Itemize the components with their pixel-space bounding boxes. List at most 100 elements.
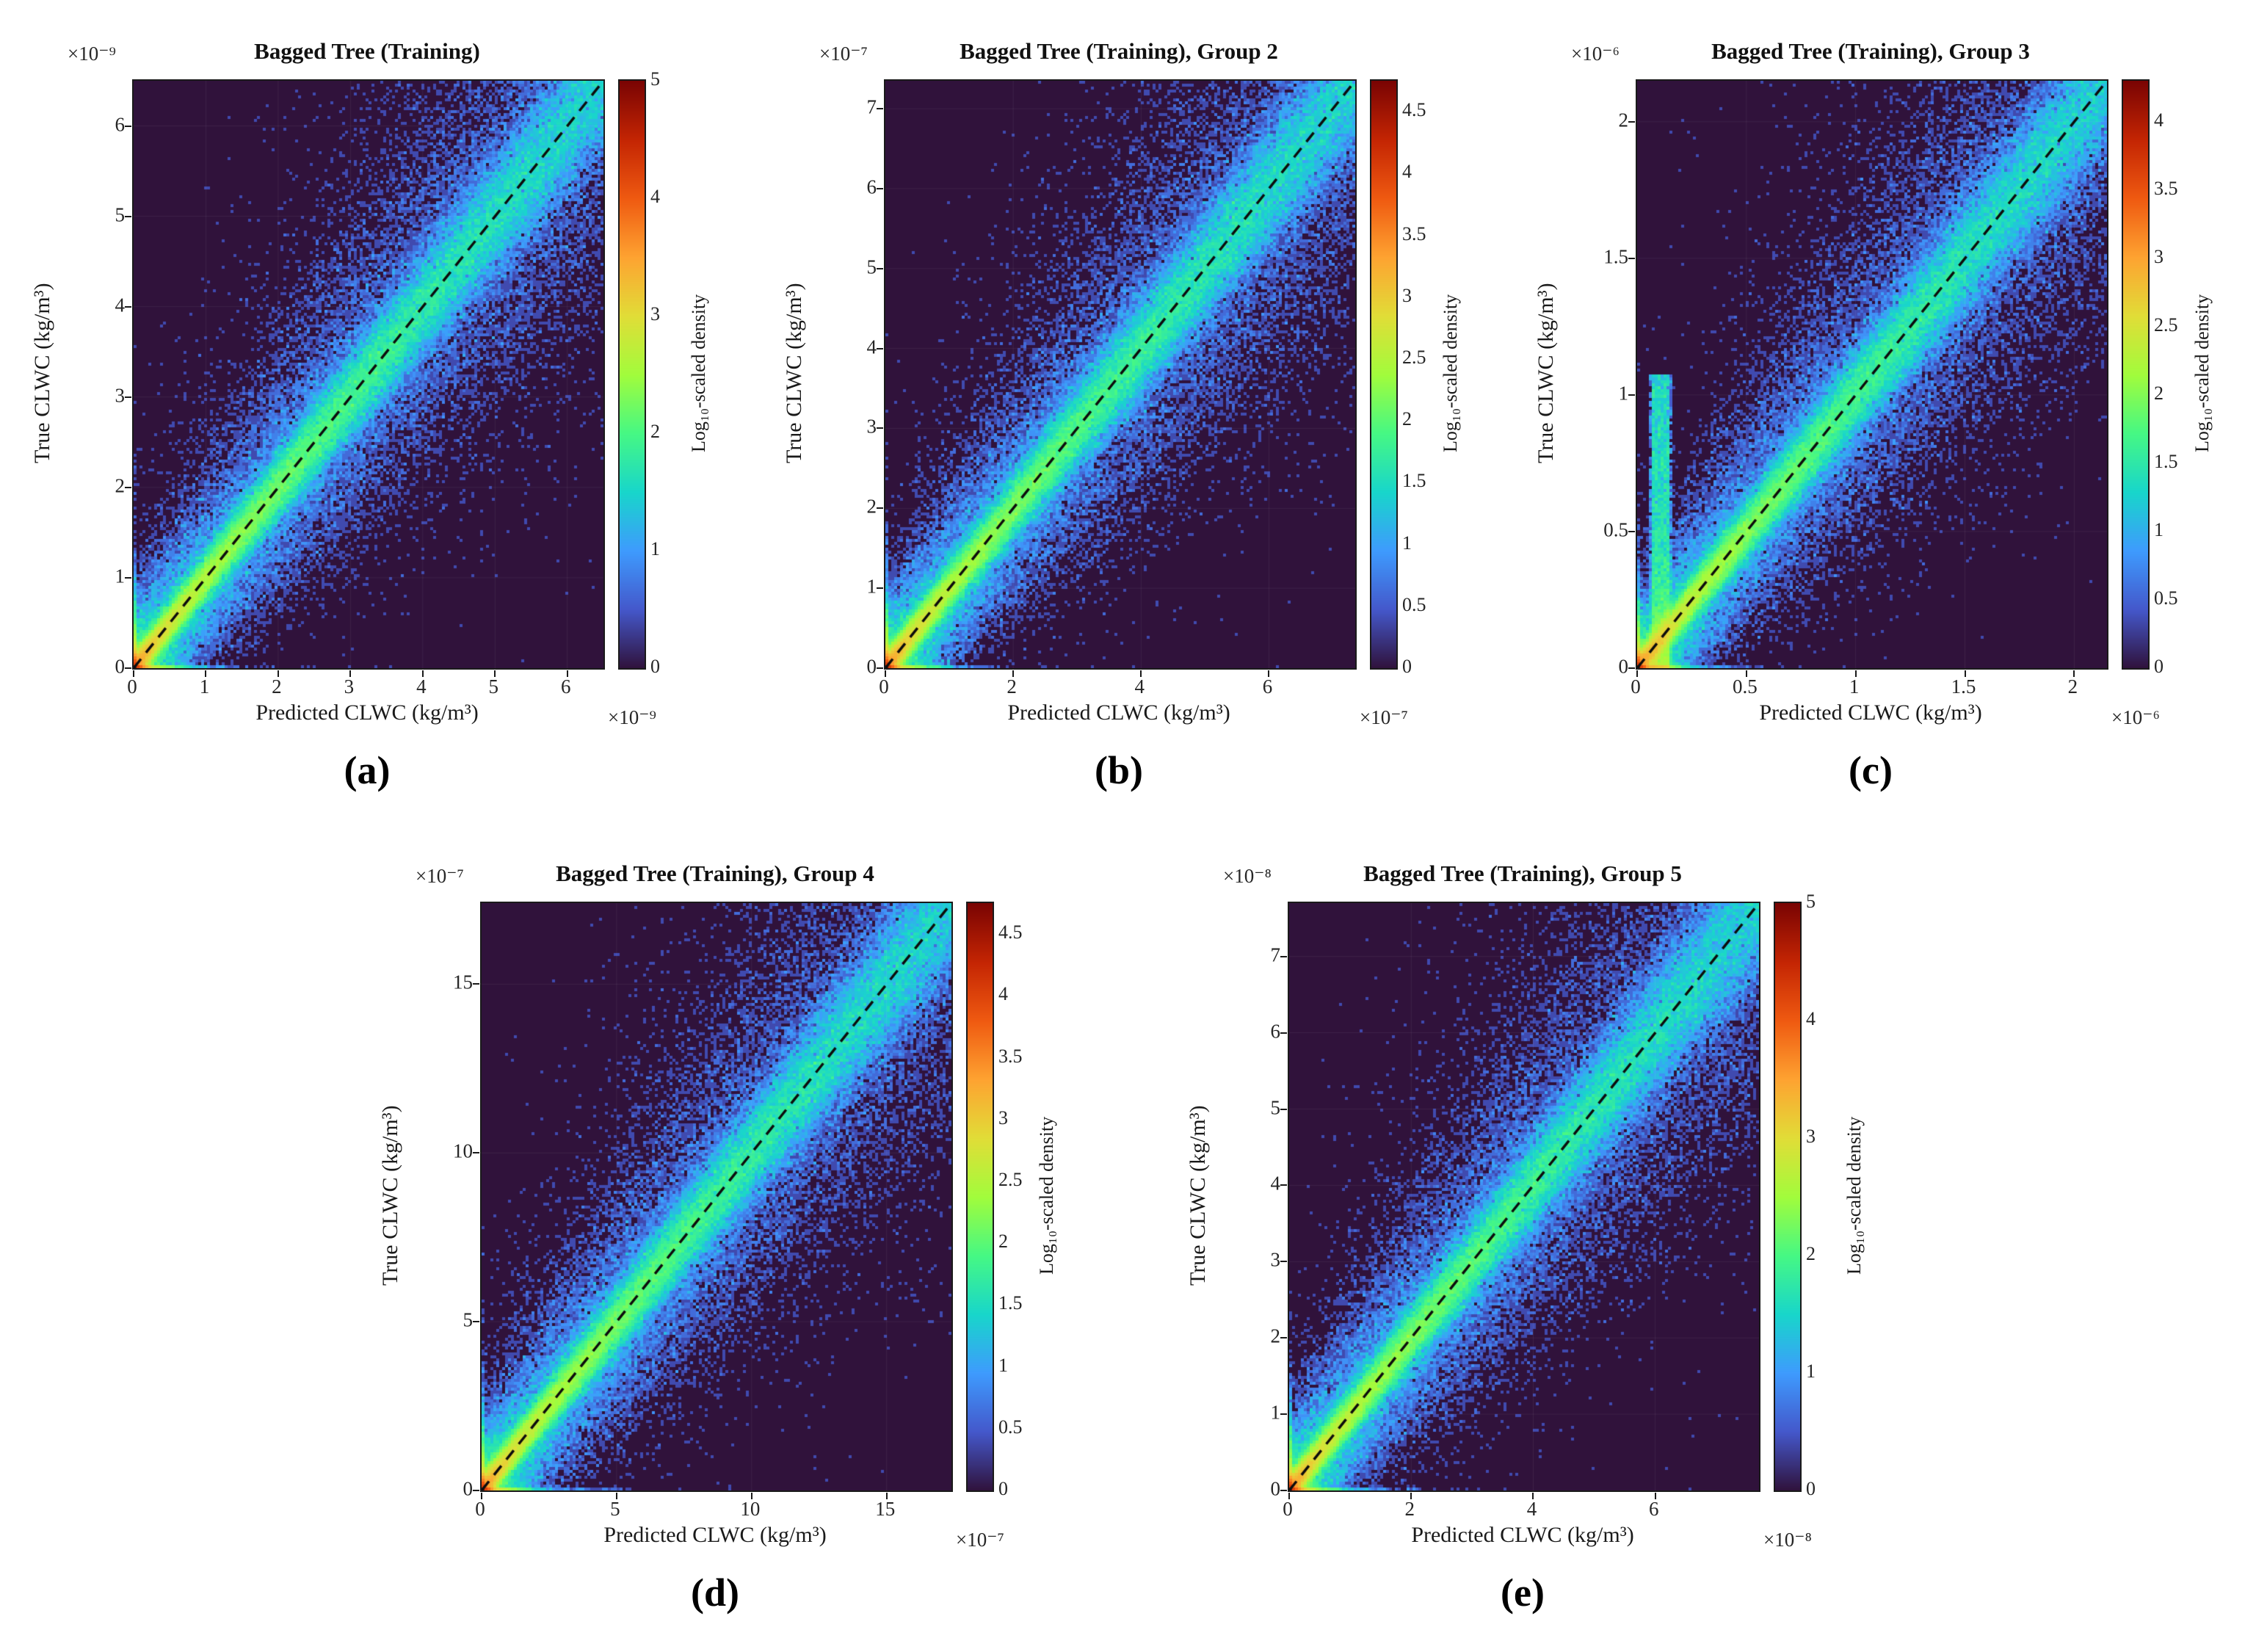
- colorbar-tick-label: 5: [650, 68, 660, 90]
- y-tick-mark: [125, 576, 131, 579]
- y-tick-label: 2: [1618, 109, 1629, 131]
- y-tick-mark: [1628, 667, 1635, 669]
- density-scatter-canvas: [134, 81, 603, 668]
- y-tick-label: 4: [866, 336, 877, 358]
- x-tick-labels: 0 2 4 6: [1283, 1498, 1758, 1523]
- colorbar-gradient: [1775, 903, 1800, 1490]
- y-tick-label: 3: [1270, 1248, 1281, 1271]
- x-tick-label: 1.5: [1951, 675, 1976, 698]
- x-tick-label: 2: [2067, 675, 2078, 698]
- x-tick-mark: [615, 1493, 617, 1499]
- y-tick-labels: 0 5 10 15: [410, 902, 473, 1500]
- colorbar-tick-label: 3: [2154, 245, 2164, 267]
- y-tick-label: 1: [1618, 382, 1629, 405]
- x-tick-label: 1: [1849, 675, 1860, 698]
- x-tick-mark: [750, 1493, 752, 1499]
- x-tick-mark: [1854, 670, 1857, 677]
- x-axis-exponent: ×10⁻⁷: [956, 1529, 1004, 1551]
- colorbar-tick-label: 0.5: [1402, 593, 1426, 615]
- y-tick-label: 0: [115, 655, 126, 678]
- y-tick-mark: [1280, 1413, 1287, 1416]
- colorbar: [618, 79, 646, 670]
- x-tick-label: 6: [1648, 1498, 1659, 1520]
- y-tick-label: 7: [1270, 943, 1281, 966]
- colorbar-tick-label: 4: [2154, 109, 2164, 131]
- y-tick-mark: [473, 983, 479, 985]
- y-tick-labels: 0 1 2 3 4 5 6: [62, 79, 126, 677]
- y-tick-mark: [1628, 120, 1635, 123]
- y-tick-label: 1: [115, 565, 126, 587]
- x-tick-labels: 0 1 2 3 4 5 6: [127, 675, 602, 700]
- x-tick-mark: [481, 1493, 482, 1499]
- x-tick-label: 3: [344, 675, 355, 698]
- y-tick-mark: [1280, 1490, 1287, 1491]
- colorbar-tick-label: 4.5: [998, 921, 1023, 943]
- y-tick-mark: [877, 667, 883, 669]
- y-tick-labels: 0 0.5 1 1.5 2: [1566, 79, 1629, 677]
- y-tick-mark: [473, 1152, 479, 1154]
- colorbar-gradient: [968, 903, 993, 1490]
- x-tick-mark: [1654, 1493, 1656, 1499]
- x-tick-mark: [349, 670, 352, 677]
- x-axis-label-row: Predicted CLWC (kg/m³): [132, 700, 602, 725]
- colorbar-tick-label: 0: [650, 656, 660, 677]
- x-tick-mark: [1012, 670, 1015, 677]
- panel-caption: (d): [691, 1571, 739, 1615]
- colorbar: [2122, 79, 2150, 670]
- colorbar-tick-label: 0: [998, 1478, 1008, 1499]
- panel-b: ×10⁻⁷ Bagged Tree (Training), Group 2 Tr…: [774, 21, 1471, 810]
- colorbar-tick-labels: 0 1 2 3 4 5: [650, 68, 702, 677]
- x-axis-exponent: ×10⁻⁸: [1763, 1529, 1812, 1551]
- x-axis-exponent: ×10⁻⁶: [2111, 706, 2160, 728]
- y-tick-label: 1.5: [1603, 245, 1628, 268]
- x-tick-label: 0: [475, 1498, 485, 1520]
- x-tick-label: 1: [199, 675, 210, 698]
- x-tick-mark: [885, 1493, 888, 1499]
- x-tick-mark: [1532, 1493, 1534, 1499]
- y-tick-labels: 0 1 2 3 4 5 6 7: [1218, 902, 1281, 1499]
- colorbar-tick-label: 1.5: [1402, 470, 1426, 492]
- panel-caption: (b): [1095, 748, 1143, 792]
- y-axis-exponent: ×10⁻⁷: [819, 43, 868, 65]
- x-axis-label-row: Predicted CLWC (kg/m³): [1636, 700, 2106, 725]
- y-tick-labels: 0 1 2 3 4 5 6 7: [814, 79, 877, 678]
- colorbar-tick-label: 0: [1806, 1478, 1816, 1499]
- colorbar-tick-label: 4: [1806, 1008, 1816, 1029]
- y-axis-exponent: ×10⁻⁹: [68, 43, 116, 65]
- y-tick-label: 15: [453, 971, 473, 993]
- colorbar-tick-labels: 0 0.5 1 1.5 2 2.5 3 3.5 4: [2154, 79, 2205, 677]
- colorbar-tick-label: 1.5: [998, 1292, 1023, 1314]
- y-tick-mark: [473, 1321, 479, 1323]
- colorbar-tick-label: 1: [998, 1354, 1008, 1376]
- colorbar: [966, 902, 994, 1492]
- y-tick-mark: [125, 125, 131, 127]
- y-tick-label: 2: [115, 474, 126, 497]
- y-tick-label: 1: [866, 575, 877, 598]
- colorbar-tick-label: 4: [650, 186, 660, 207]
- x-tick-label: 6: [561, 675, 571, 698]
- x-tick-mark: [1745, 670, 1747, 677]
- panel-caption: (e): [1501, 1571, 1545, 1615]
- x-axis-label: Predicted CLWC (kg/m³): [1007, 700, 1230, 725]
- panel-c: ×10⁻⁶ Bagged Tree (Training), Group 3 Tr…: [1526, 21, 2223, 810]
- x-tick-mark: [133, 670, 134, 677]
- density-scatter-canvas: [1637, 81, 2107, 668]
- panel-e: ×10⁻⁸ Bagged Tree (Training), Group 5 Tr…: [1178, 843, 1875, 1632]
- colorbar-tick-label: 4: [1402, 161, 1412, 183]
- x-tick-mark: [566, 670, 568, 677]
- y-tick-label: 0: [463, 1477, 474, 1500]
- colorbar-tick-label: 3: [1402, 284, 1412, 306]
- y-axis-label: True CLWC (kg/m³): [1534, 283, 1558, 463]
- x-tick-label: 4: [1526, 1498, 1537, 1520]
- x-axis-label: Predicted CLWC (kg/m³): [603, 1523, 827, 1547]
- x-axis-exponent: ×10⁻⁹: [608, 706, 656, 728]
- x-tick-label: 0: [127, 675, 137, 698]
- x-tick-label: 4: [416, 675, 427, 698]
- colorbar: [1370, 79, 1398, 670]
- x-tick-mark: [1268, 670, 1270, 677]
- y-tick-mark: [1628, 530, 1635, 532]
- y-tick-label: 6: [1270, 1020, 1281, 1043]
- y-tick-label: 0: [1618, 655, 1629, 678]
- colorbar-label: Log₁₀-scaled density: [1440, 294, 1461, 452]
